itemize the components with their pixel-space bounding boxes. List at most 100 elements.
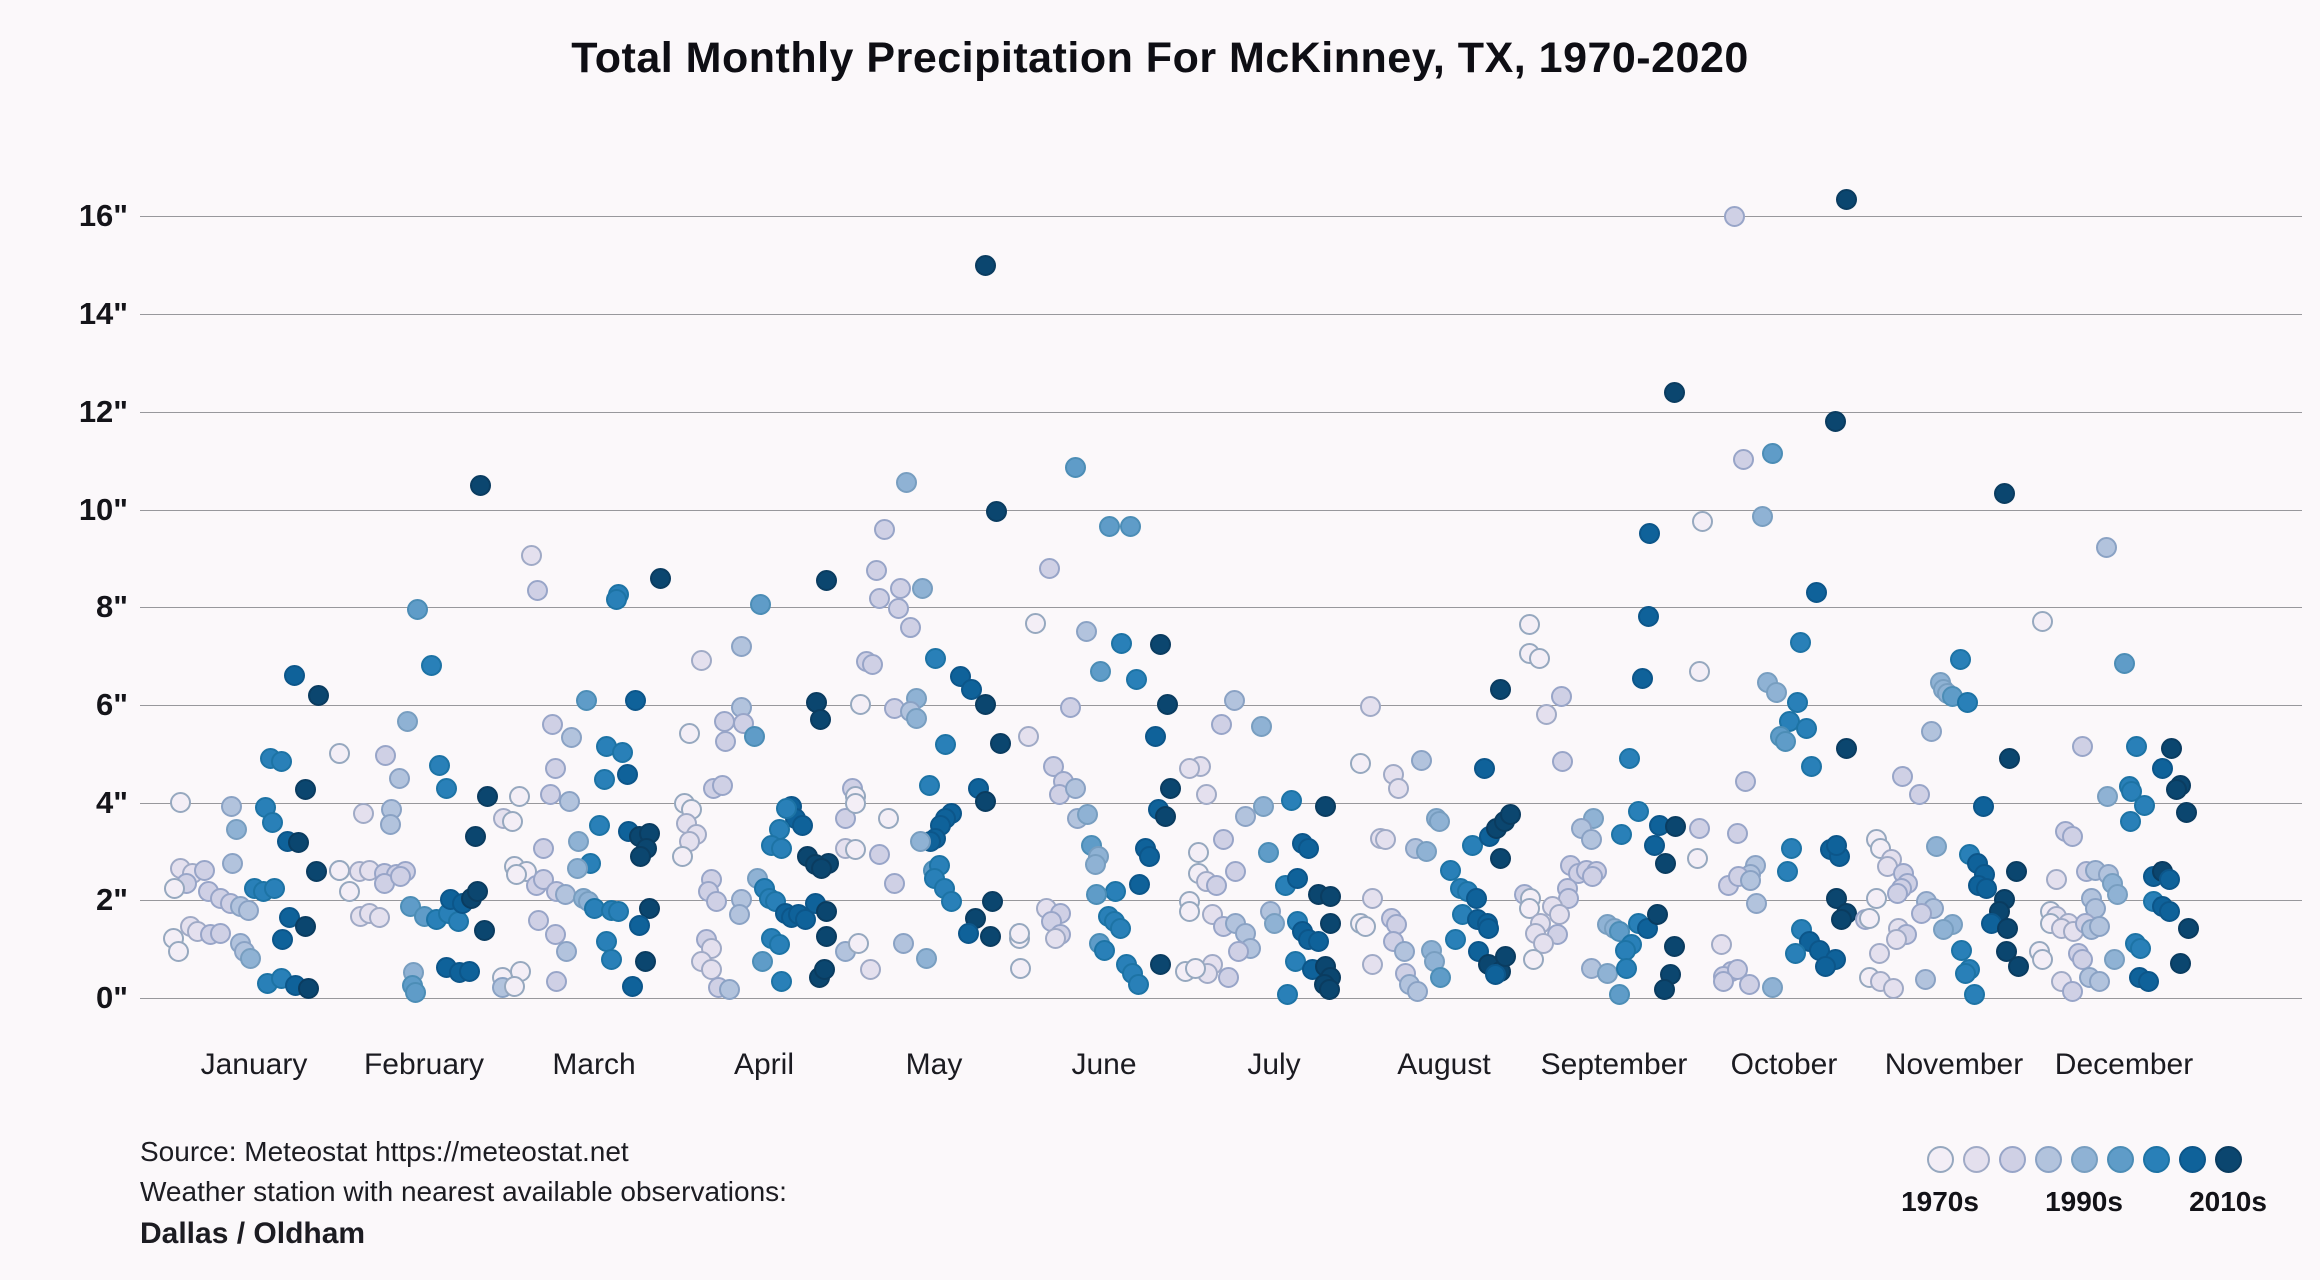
data-point [1550, 686, 1572, 708]
y-axis-tick-label: 12" [78, 393, 128, 429]
data-point [329, 859, 351, 881]
data-point [458, 960, 480, 982]
data-point [989, 732, 1011, 754]
data-point [2158, 869, 2180, 891]
data-point [1085, 854, 1106, 876]
data-point [545, 757, 567, 779]
data-point [1110, 632, 1132, 654]
data-point [815, 901, 837, 923]
data-point [1362, 887, 1384, 909]
data-point [1644, 834, 1666, 856]
data-point [621, 975, 643, 997]
data-point [593, 768, 615, 790]
data-point [1933, 919, 1955, 941]
data-point [1611, 824, 1633, 846]
data-point [1039, 557, 1061, 579]
source-line: Source: Meteostat https://meteostat.net [140, 1136, 629, 1167]
x-axis-month-label: May [905, 1048, 963, 1081]
data-point [1785, 942, 1807, 964]
data-point [506, 864, 528, 886]
data-point [297, 978, 319, 1000]
data-point [237, 899, 259, 921]
data-point [1831, 909, 1853, 931]
data-point [1997, 917, 2019, 939]
data-point [862, 654, 884, 676]
data-point [1178, 757, 1200, 779]
data-point [1010, 957, 1032, 979]
data-point [2006, 860, 2028, 882]
data-point [1387, 777, 1409, 799]
legend-decade-label: 1990s [2045, 1186, 2123, 1217]
data-point [606, 589, 628, 611]
data-point [2178, 917, 2200, 939]
data-point [1887, 882, 1909, 904]
data-point [1686, 847, 1708, 869]
x-axis-month-label: July [1247, 1048, 1301, 1081]
data-point [389, 865, 411, 887]
data-point [164, 877, 186, 899]
data-point [1444, 929, 1466, 951]
data-point [467, 881, 489, 902]
data-point [974, 254, 996, 276]
data-point [718, 979, 740, 1001]
data-point [728, 904, 750, 926]
legend-color-swatch [1927, 1146, 1954, 1173]
data-point [194, 859, 216, 881]
data-point [1017, 726, 1039, 748]
data-point [671, 845, 693, 867]
data-point [795, 909, 817, 931]
data-point [1973, 796, 1995, 817]
data-point [388, 767, 410, 789]
data-point [1145, 726, 1167, 748]
data-point [2031, 611, 2053, 633]
data-point [1213, 829, 1235, 851]
data-point [1485, 964, 1507, 986]
data-point [2096, 786, 2118, 808]
data-point [1646, 904, 1668, 926]
data-point [1765, 682, 1787, 704]
data-point [533, 838, 555, 860]
data-point [1077, 804, 1099, 826]
data-point [982, 891, 1004, 913]
data-point [1911, 902, 1933, 924]
data-point [2106, 884, 2128, 906]
data-point [1105, 881, 1127, 902]
data-point [915, 947, 937, 969]
data-point [1631, 667, 1653, 689]
data-point [222, 852, 244, 874]
gridline [140, 704, 2302, 706]
data-point [1429, 811, 1451, 833]
data-point [1350, 753, 1372, 775]
data-point [2170, 953, 2192, 975]
data-point [1410, 749, 1432, 771]
data-point [1024, 612, 1046, 634]
data-point [649, 568, 671, 590]
gridline [140, 998, 2302, 999]
legend-color-swatch [2143, 1146, 2170, 1173]
data-point [1227, 941, 1249, 963]
x-axis-month-label: March [552, 1048, 636, 1081]
data-point [1955, 962, 1977, 984]
data-point [1815, 955, 1837, 977]
data-point [1407, 980, 1429, 1002]
data-point [1752, 506, 1774, 528]
data-point [1653, 979, 1675, 1001]
data-point [1726, 822, 1748, 844]
data-point [2113, 652, 2135, 674]
data-point [526, 579, 548, 601]
data-point [473, 919, 495, 941]
x-axis-month-label: December [2054, 1048, 2194, 1081]
data-point [1125, 669, 1147, 691]
data-point [1374, 829, 1396, 851]
data-point [1045, 927, 1067, 949]
data-point [940, 891, 962, 913]
data-point [601, 949, 623, 971]
gridline [140, 411, 2302, 413]
x-axis-month-label: June [1071, 1048, 1137, 1081]
data-point [1009, 923, 1031, 945]
data-point [2133, 794, 2155, 816]
data-point [545, 924, 567, 946]
data-point [541, 714, 563, 736]
data-point [865, 559, 887, 581]
